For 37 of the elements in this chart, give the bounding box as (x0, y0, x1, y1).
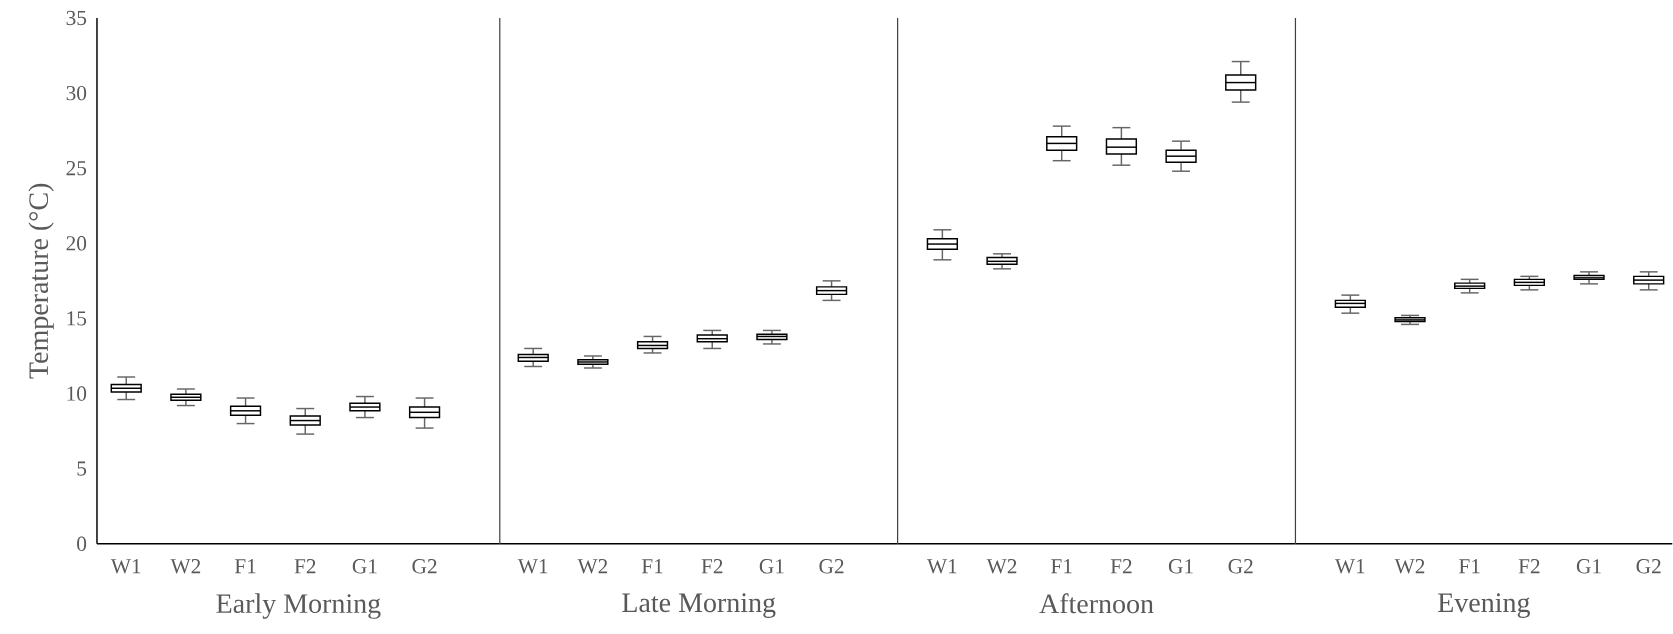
x-tick-label: G2 (412, 559, 437, 574)
x-tick-label: G1 (1168, 559, 1193, 574)
x-tick-label: W1 (517, 559, 548, 574)
x-tick-label: G2 (1228, 559, 1253, 574)
y-tick-label: 5 (77, 461, 87, 476)
x-tick-label: G1 (352, 559, 377, 574)
x-tick-label: F1 (641, 559, 663, 574)
y-tick-label: 25 (66, 161, 87, 176)
x-tick-label: W1 (927, 559, 957, 574)
x-tick-label: F2 (294, 559, 316, 574)
x-tick-label: G2 (819, 559, 844, 574)
y-tick-label: 35 (66, 10, 87, 26)
x-tick-label: W1 (110, 559, 141, 574)
y-axis-title: Temperature (°C) (28, 183, 54, 379)
x-tick-label: W1 (1334, 559, 1365, 574)
x-tick-label: W2 (1394, 559, 1425, 574)
x-tick-label: F1 (1459, 559, 1480, 574)
x-tick-label: F1 (234, 559, 256, 574)
x-tick-label: F2 (1518, 559, 1540, 574)
x-axis-title: Late Morning (622, 593, 776, 619)
x-axis-title: Evening (1438, 593, 1530, 619)
x-tick-label: W2 (986, 559, 1017, 574)
x-tick-label: G2 (1636, 559, 1661, 574)
x-tick-label: G1 (1576, 559, 1601, 574)
x-tick-label: W2 (577, 559, 608, 574)
x-axis-title: Early Morning (216, 593, 381, 619)
x-tick-label: W2 (170, 559, 201, 574)
y-tick-label: 0 (77, 536, 87, 552)
y-tick-label: 10 (67, 386, 87, 401)
x-axis-title: Afternoon (1039, 593, 1154, 614)
x-tick-label: F1 (1051, 559, 1072, 574)
y-tick-label: 30 (66, 86, 87, 101)
x-tick-label: G1 (759, 559, 784, 574)
x-tick-label: F2 (701, 559, 723, 574)
y-tick-label: 20 (66, 236, 87, 251)
y-tick-label: 15 (67, 311, 87, 326)
x-tick-label: F2 (1110, 559, 1132, 574)
